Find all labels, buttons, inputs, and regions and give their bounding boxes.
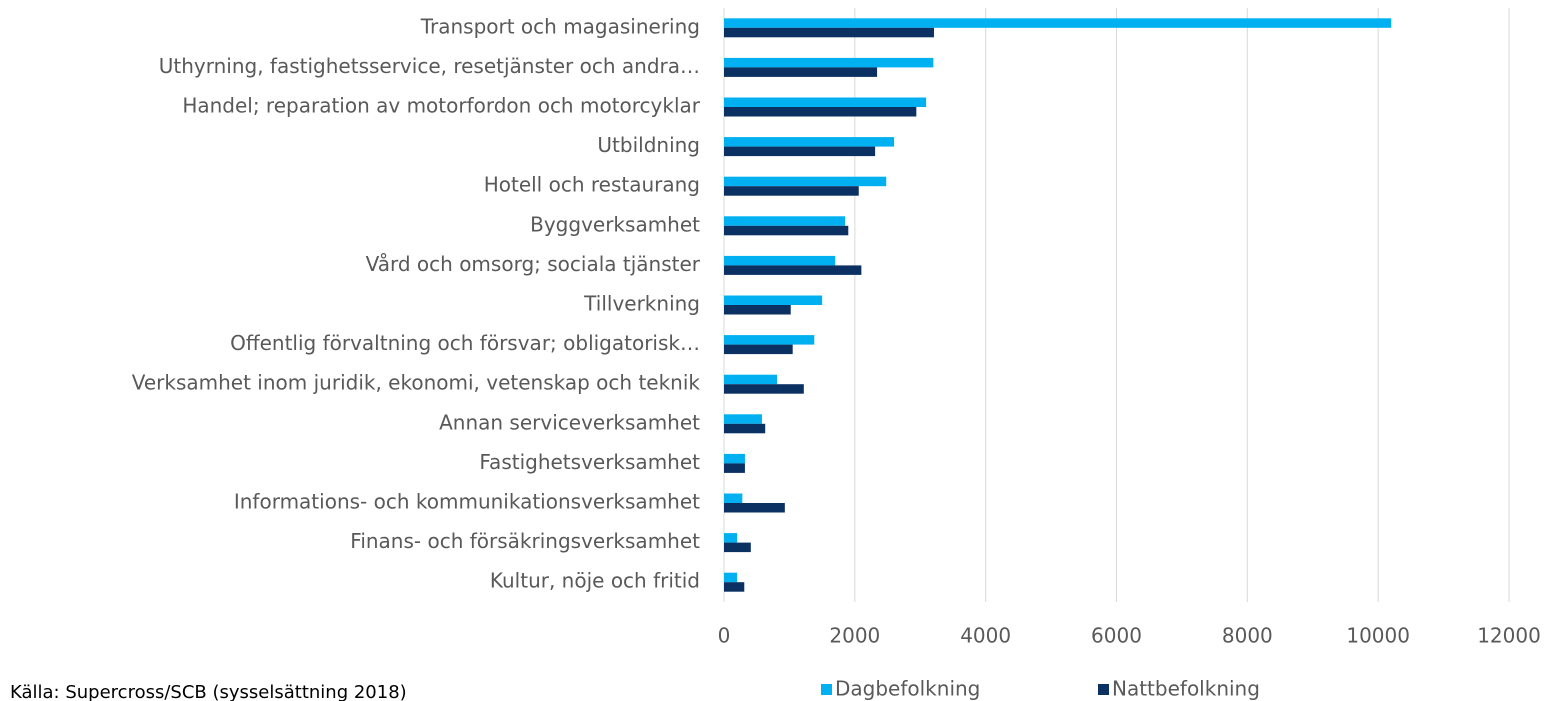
legend-swatch bbox=[821, 684, 832, 695]
bar bbox=[724, 216, 846, 226]
bar bbox=[724, 67, 878, 77]
bar bbox=[724, 225, 849, 236]
bar bbox=[724, 493, 743, 503]
bar bbox=[724, 176, 887, 187]
bar bbox=[724, 542, 751, 553]
legend-label: Nattbefolkning bbox=[1112, 677, 1260, 701]
x-tick-label: 4000 bbox=[960, 624, 1011, 648]
bar bbox=[724, 335, 815, 345]
bar bbox=[724, 463, 745, 473]
bar bbox=[724, 453, 745, 464]
bar bbox=[724, 255, 836, 266]
bar bbox=[724, 344, 793, 355]
bar bbox=[724, 305, 791, 315]
y-tick-label: Tillverkning bbox=[583, 292, 700, 316]
bar bbox=[724, 265, 862, 275]
bar bbox=[724, 384, 804, 394]
bar bbox=[724, 295, 823, 305]
bar bbox=[724, 533, 738, 543]
x-tick-label: 2000 bbox=[829, 624, 880, 648]
y-tick-label: Offentlig förvaltning och försvar; oblig… bbox=[230, 331, 700, 355]
bar bbox=[724, 27, 934, 38]
bar bbox=[724, 572, 738, 583]
y-tick-label: Hotell och restaurang bbox=[484, 173, 700, 197]
bar bbox=[724, 97, 927, 107]
y-tick-label: Byggverksamhet bbox=[530, 212, 700, 236]
y-tick-label: Utbildning bbox=[597, 133, 700, 157]
y-tick-label: Uthyrning, fastighetsservice, resetjänst… bbox=[159, 54, 700, 78]
bar bbox=[724, 107, 917, 117]
legend-label: Dagbefolkning bbox=[835, 677, 980, 701]
y-tick-label: Handel; reparation av motorfordon och mo… bbox=[182, 94, 700, 118]
y-tick-label: Fastighetsverksamhet bbox=[479, 450, 700, 474]
y-tick-label: Informations- och kommunikationsverksamh… bbox=[234, 490, 700, 514]
bar bbox=[724, 423, 766, 434]
y-tick-label: Finans- och försäkringsverksamhet bbox=[350, 529, 700, 553]
y-tick-label: Annan serviceverksamhet bbox=[439, 410, 700, 434]
x-tick-label: 6000 bbox=[1091, 624, 1142, 648]
bar bbox=[724, 57, 934, 68]
bar bbox=[724, 374, 777, 385]
y-tick-label: Transport och magasinering bbox=[420, 14, 700, 38]
bar bbox=[724, 18, 1392, 28]
x-tick-label: 12000 bbox=[1477, 624, 1541, 648]
x-tick-label: 8000 bbox=[1222, 624, 1273, 648]
bar bbox=[724, 582, 745, 592]
bar bbox=[724, 414, 762, 424]
y-tick-label: Verksamhet inom juridik, ekonomi, vetens… bbox=[132, 371, 701, 395]
source: Källa: Supercross/SCB (sysselsättning 20… bbox=[10, 682, 407, 701]
x-tick-label: 10000 bbox=[1346, 624, 1410, 648]
bar bbox=[724, 137, 895, 147]
y-tick-label: Kultur, nöje och fritid bbox=[490, 569, 700, 593]
bar bbox=[724, 146, 876, 157]
legend-swatch bbox=[1098, 684, 1109, 695]
x-tick-label: 0 bbox=[718, 624, 731, 648]
bar bbox=[724, 503, 785, 513]
y-tick-label: Vård och omsorg; sociala tjänster bbox=[366, 252, 701, 276]
bar bbox=[724, 186, 859, 196]
